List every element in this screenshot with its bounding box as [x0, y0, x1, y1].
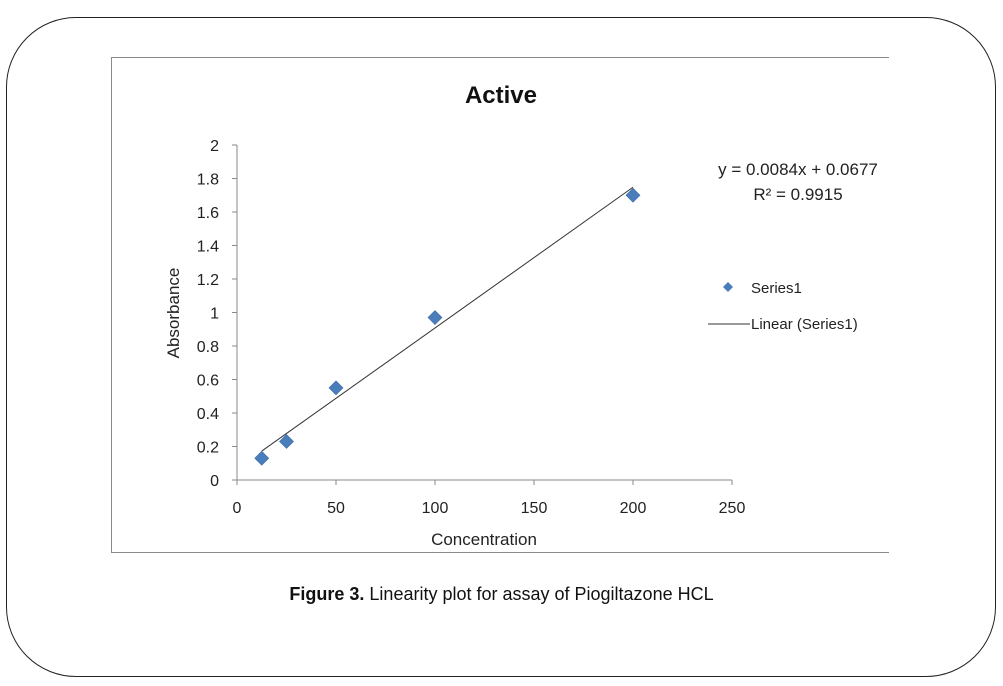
- figure-number: Figure 3.: [289, 584, 365, 604]
- r-squared-label: R² = 0.9915: [753, 185, 842, 204]
- trendline-equation: y = 0.0084x + 0.0677: [718, 160, 878, 179]
- y-tick-label: 2: [210, 138, 219, 155]
- legend-label-linear: Linear (Series1): [751, 316, 858, 333]
- figure-caption: Figure 3. Linearity plot for assay of Pi…: [0, 584, 1003, 605]
- y-tick-label: 1.2: [197, 272, 219, 289]
- y-tick-label: 1.4: [197, 239, 219, 256]
- chart-title: Active: [465, 82, 537, 109]
- data-point: [328, 380, 344, 396]
- legend-marker-series1: [723, 282, 733, 292]
- y-tick-label: 1.6: [197, 205, 219, 222]
- x-tick-label: 200: [620, 500, 647, 517]
- y-tick-label: 1.8: [197, 172, 219, 189]
- x-tick-label: 150: [521, 500, 548, 517]
- x-tick-label: 50: [327, 500, 345, 517]
- figure-caption-text: Linearity plot for assay of Piogiltazone…: [369, 584, 714, 604]
- legend: Series1 Linear (Series1): [708, 280, 858, 333]
- data-point: [254, 450, 270, 466]
- y-tick-label: 0.4: [197, 406, 219, 423]
- chart-area: Active 0 50 100 150 200 250 0 0.2 0.4 0.6 0.8 1 1.2 1…: [111, 57, 889, 553]
- y-tick-label: 0: [210, 473, 219, 490]
- x-tick-label: 100: [422, 500, 449, 517]
- y-tick-label: 0.6: [197, 373, 219, 390]
- scatter-chart: Active 0 50 100 150 200 250 0 0.2 0.4 0.6 0.8 1 1.2 1…: [164, 82, 878, 549]
- rounded-frame: [6, 17, 996, 677]
- y-axis-label: Absorbance: [164, 268, 183, 359]
- y-tick-label: 1: [210, 306, 219, 323]
- x-axis-label: Concentration: [431, 530, 537, 549]
- legend-label-series1: Series1: [751, 280, 802, 297]
- trendline: [261, 186, 634, 452]
- x-tick-label: 250: [719, 500, 746, 517]
- data-point: [625, 187, 641, 203]
- y-tick-label: 0.2: [197, 440, 219, 457]
- data-point: [279, 434, 294, 449]
- data-point: [427, 310, 443, 325]
- y-tick-label: 0.8: [197, 339, 219, 356]
- x-tick-label: 0: [233, 500, 242, 517]
